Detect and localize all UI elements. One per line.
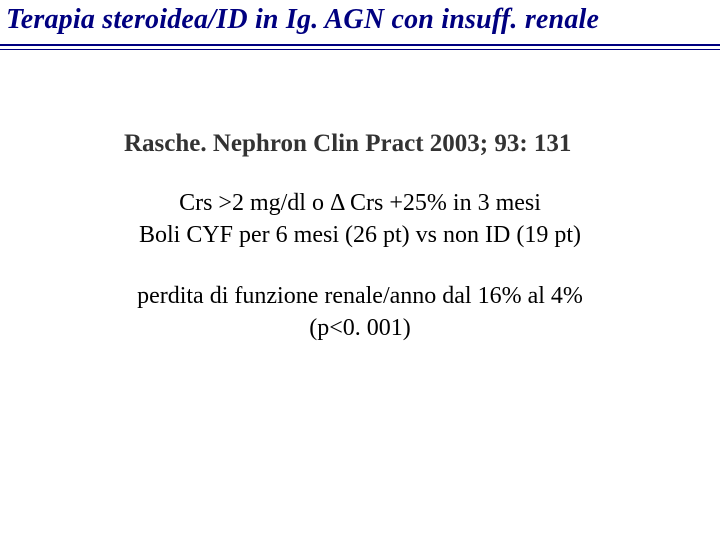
- rule-top-line: [0, 44, 720, 46]
- title-underline: [0, 44, 720, 50]
- body-line-2: Boli CYF per 6 mesi (26 pt) vs non ID (1…: [108, 220, 612, 252]
- body-line-4: (p<0. 001): [108, 313, 612, 345]
- rule-bottom-line: [0, 49, 720, 50]
- citation-text: Rasche. Nephron Clin Pract 2003; 93: 131: [118, 128, 577, 160]
- slide: Terapia steroidea/ID in Ig. AGN con insu…: [0, 0, 720, 540]
- slide-title: Terapia steroidea/ID in Ig. AGN con insu…: [6, 4, 714, 36]
- body-line-1: Crs >2 mg/dl o Δ Crs +25% in 3 mesi: [108, 188, 612, 220]
- body-panel: Crs >2 mg/dl o Δ Crs +25% in 3 mesi Boli…: [96, 170, 624, 420]
- body-spacer: [108, 251, 612, 281]
- body-line-3: perdita di funzione renale/anno dal 16% …: [108, 281, 612, 313]
